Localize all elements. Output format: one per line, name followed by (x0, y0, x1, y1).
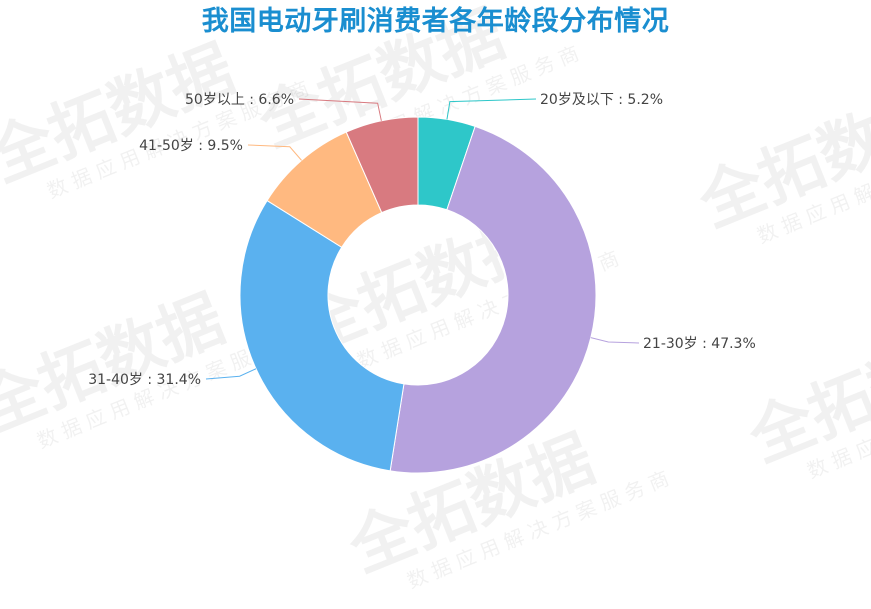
chart-title: 我国电动牙刷消费者各年龄段分布情况 (201, 6, 670, 37)
leader-line-4 (298, 98, 382, 121)
leader-line-1 (590, 337, 640, 344)
slice-label-0: 20岁及以下 : 5.2% (540, 92, 663, 108)
donut-slice-1 (389, 125, 597, 474)
donut-chart: 20岁及以下 : 5.2% 21-30岁 : 47.3% 31-40岁 : 31.4… (88, 92, 756, 474)
slice-label-2: 31-40岁 : 31.4% (88, 372, 201, 388)
donut-slice-2 (239, 199, 405, 472)
leader-line-0 (446, 98, 537, 120)
leader-line-3 (247, 144, 302, 161)
slice-label-1: 21-30岁 : 47.3% (643, 336, 756, 352)
donut-slice-4 (345, 116, 419, 214)
slice-label-3: 41-50岁 : 9.5% (139, 138, 243, 154)
leader-line-2 (205, 368, 257, 380)
slice-label-4: 50岁以上 : 6.6% (185, 92, 294, 108)
